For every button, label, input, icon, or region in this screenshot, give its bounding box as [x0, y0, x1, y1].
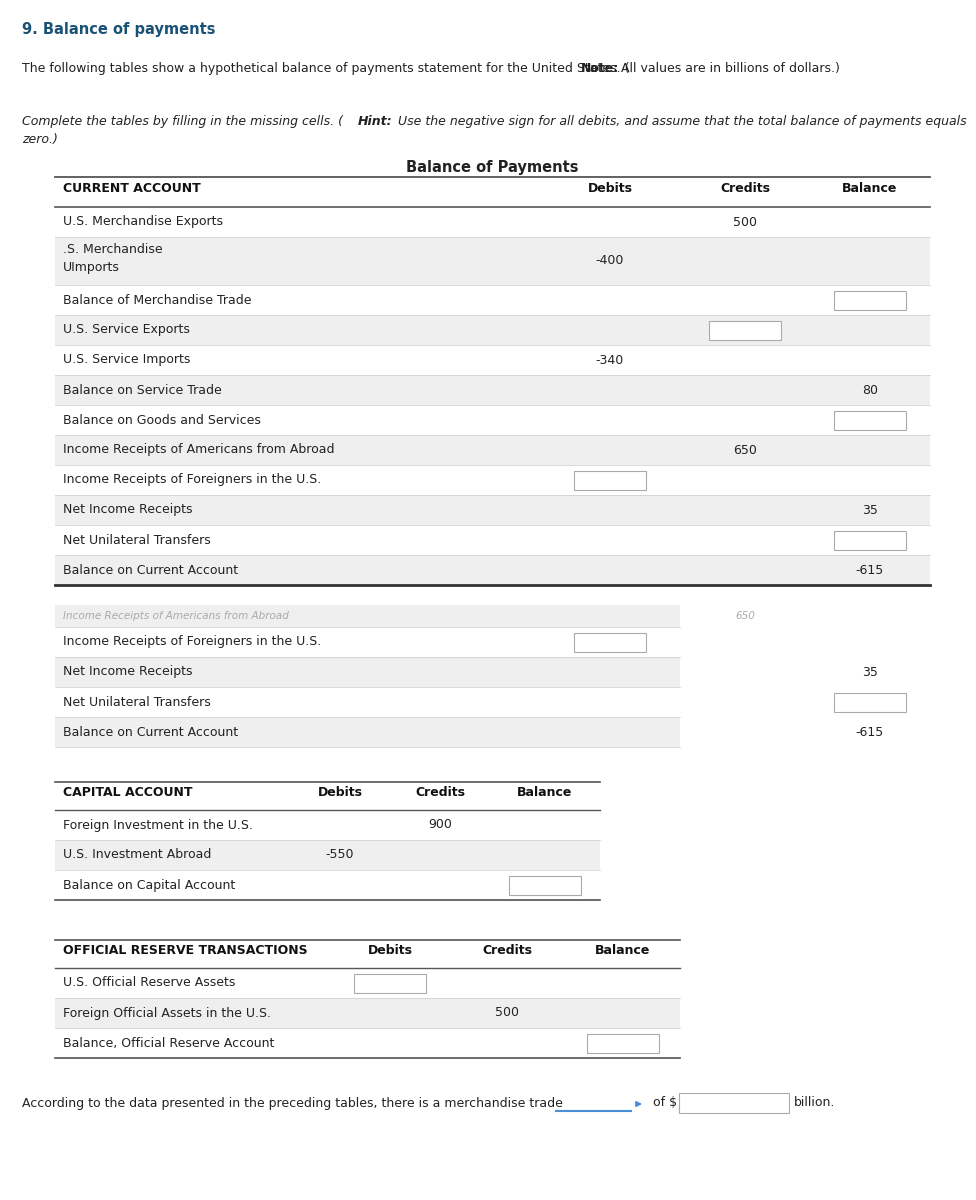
Text: Income Receipts of Americans from Abroad: Income Receipts of Americans from Abroad	[63, 444, 335, 456]
Bar	[55, 236, 930, 284]
Bar	[55, 526, 930, 554]
Text: According to the data presented in the preceding tables, there is a merchandise : According to the data presented in the p…	[22, 1097, 563, 1110]
FancyBboxPatch shape	[834, 692, 906, 712]
Bar	[55, 1028, 680, 1058]
Text: Balance: Balance	[517, 786, 573, 799]
Text: Complete the tables by filling in the missing cells. (: Complete the tables by filling in the mi…	[22, 115, 343, 128]
Bar	[55, 998, 680, 1028]
Text: Use the negative sign for all debits, and assume that the total balance of payme: Use the negative sign for all debits, an…	[394, 115, 966, 128]
FancyBboxPatch shape	[574, 470, 646, 490]
Text: 650: 650	[733, 444, 757, 456]
Text: Debits: Debits	[368, 944, 413, 958]
Text: UImports: UImports	[63, 260, 120, 274]
Bar	[55, 346, 930, 374]
Bar	[55, 658, 680, 686]
Text: Debits: Debits	[317, 786, 362, 799]
Text: U.S. Official Reserve Assets: U.S. Official Reserve Assets	[63, 977, 235, 990]
Text: 500: 500	[496, 1007, 519, 1020]
Text: Balance, Official Reserve Account: Balance, Official Reserve Account	[63, 1037, 274, 1050]
FancyBboxPatch shape	[587, 1033, 659, 1052]
Bar	[55, 314, 930, 346]
Text: -550: -550	[326, 848, 354, 862]
Text: -400: -400	[595, 254, 625, 268]
Text: Net Income Receipts: Net Income Receipts	[63, 504, 192, 516]
Text: Net Unilateral Transfers: Net Unilateral Transfers	[63, 696, 211, 708]
Text: Balance on Service Trade: Balance on Service Trade	[63, 384, 222, 396]
Bar	[55, 494, 930, 526]
Text: Debits: Debits	[588, 182, 632, 194]
Text: Credits: Credits	[482, 944, 533, 958]
Text: All values are in billions of dollars.): All values are in billions of dollars.)	[617, 62, 840, 74]
Text: The following tables show a hypothetical balance of payments statement for the U: The following tables show a hypothetical…	[22, 62, 630, 74]
Bar	[55, 206, 930, 236]
Bar	[55, 434, 930, 464]
Text: Balance: Balance	[842, 182, 898, 194]
Text: Net Income Receipts: Net Income Receipts	[63, 666, 192, 678]
Text: Credits: Credits	[415, 786, 465, 799]
Bar	[55, 716, 680, 746]
Text: CAPITAL ACCOUNT: CAPITAL ACCOUNT	[63, 786, 192, 799]
Bar	[55, 605, 680, 626]
FancyBboxPatch shape	[509, 876, 581, 894]
Bar	[55, 870, 600, 900]
Bar	[55, 464, 930, 494]
Text: OFFICIAL RESERVE TRANSACTIONS: OFFICIAL RESERVE TRANSACTIONS	[63, 944, 307, 958]
FancyBboxPatch shape	[709, 320, 781, 340]
Text: Balance on Current Account: Balance on Current Account	[63, 564, 238, 576]
Text: 35: 35	[862, 666, 878, 678]
Text: 35: 35	[862, 504, 878, 516]
FancyBboxPatch shape	[679, 1093, 789, 1114]
Text: -615: -615	[856, 726, 884, 738]
Text: .S. Merchandise: .S. Merchandise	[63, 242, 163, 256]
Text: 80: 80	[862, 384, 878, 396]
Text: Foreign Official Assets in the U.S.: Foreign Official Assets in the U.S.	[63, 1007, 271, 1020]
Text: U.S. Service Imports: U.S. Service Imports	[63, 354, 190, 366]
Bar	[55, 404, 930, 434]
FancyBboxPatch shape	[834, 530, 906, 550]
FancyBboxPatch shape	[834, 410, 906, 430]
FancyBboxPatch shape	[354, 973, 426, 992]
Text: Income Receipts of Americans from Abroad: Income Receipts of Americans from Abroad	[63, 611, 289, 622]
Text: -340: -340	[596, 354, 624, 366]
Text: Balance on Current Account: Balance on Current Account	[63, 726, 238, 738]
Bar	[55, 626, 680, 658]
Text: 900: 900	[428, 818, 452, 832]
Text: billion.: billion.	[794, 1097, 835, 1110]
Bar	[55, 968, 680, 998]
Text: Income Receipts of Foreigners in the U.S.: Income Receipts of Foreigners in the U.S…	[63, 636, 321, 648]
Text: Balance on Capital Account: Balance on Capital Account	[63, 878, 235, 892]
Text: Balance on Goods and Services: Balance on Goods and Services	[63, 414, 261, 426]
Text: U.S. Investment Abroad: U.S. Investment Abroad	[63, 848, 212, 862]
Text: Foreign Investment in the U.S.: Foreign Investment in the U.S.	[63, 818, 253, 832]
Text: -615: -615	[856, 564, 884, 576]
Text: of $: of $	[653, 1097, 677, 1110]
FancyBboxPatch shape	[574, 632, 646, 652]
Text: Credits: Credits	[720, 182, 770, 194]
Text: Balance of Payments: Balance of Payments	[406, 160, 579, 175]
Bar	[55, 374, 930, 404]
Bar	[55, 554, 930, 584]
Text: zero.): zero.)	[22, 133, 58, 146]
Text: CURRENT ACCOUNT: CURRENT ACCOUNT	[63, 182, 201, 194]
Text: U.S. Service Exports: U.S. Service Exports	[63, 324, 190, 336]
Text: Balance: Balance	[594, 944, 650, 958]
Bar	[55, 840, 600, 870]
Bar	[55, 284, 930, 314]
Bar	[55, 810, 600, 840]
FancyBboxPatch shape	[834, 290, 906, 310]
Text: 500: 500	[733, 216, 757, 228]
Text: 650: 650	[735, 611, 755, 622]
Text: 9. Balance of payments: 9. Balance of payments	[22, 22, 216, 37]
Bar	[55, 686, 680, 716]
Text: Balance of Merchandise Trade: Balance of Merchandise Trade	[63, 294, 252, 306]
Text: Note:: Note:	[581, 62, 619, 74]
Text: Net Unilateral Transfers: Net Unilateral Transfers	[63, 534, 211, 546]
Text: Income Receipts of Foreigners in the U.S.: Income Receipts of Foreigners in the U.S…	[63, 474, 321, 486]
Text: Hint:: Hint:	[358, 115, 392, 128]
Text: U.S. Merchandise Exports: U.S. Merchandise Exports	[63, 216, 223, 228]
